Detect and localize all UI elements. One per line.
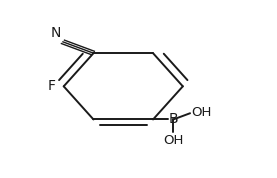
Text: OH: OH <box>192 106 212 119</box>
Text: N: N <box>50 26 61 40</box>
Text: F: F <box>47 79 55 93</box>
Text: OH: OH <box>163 134 183 147</box>
Text: B: B <box>168 112 178 127</box>
